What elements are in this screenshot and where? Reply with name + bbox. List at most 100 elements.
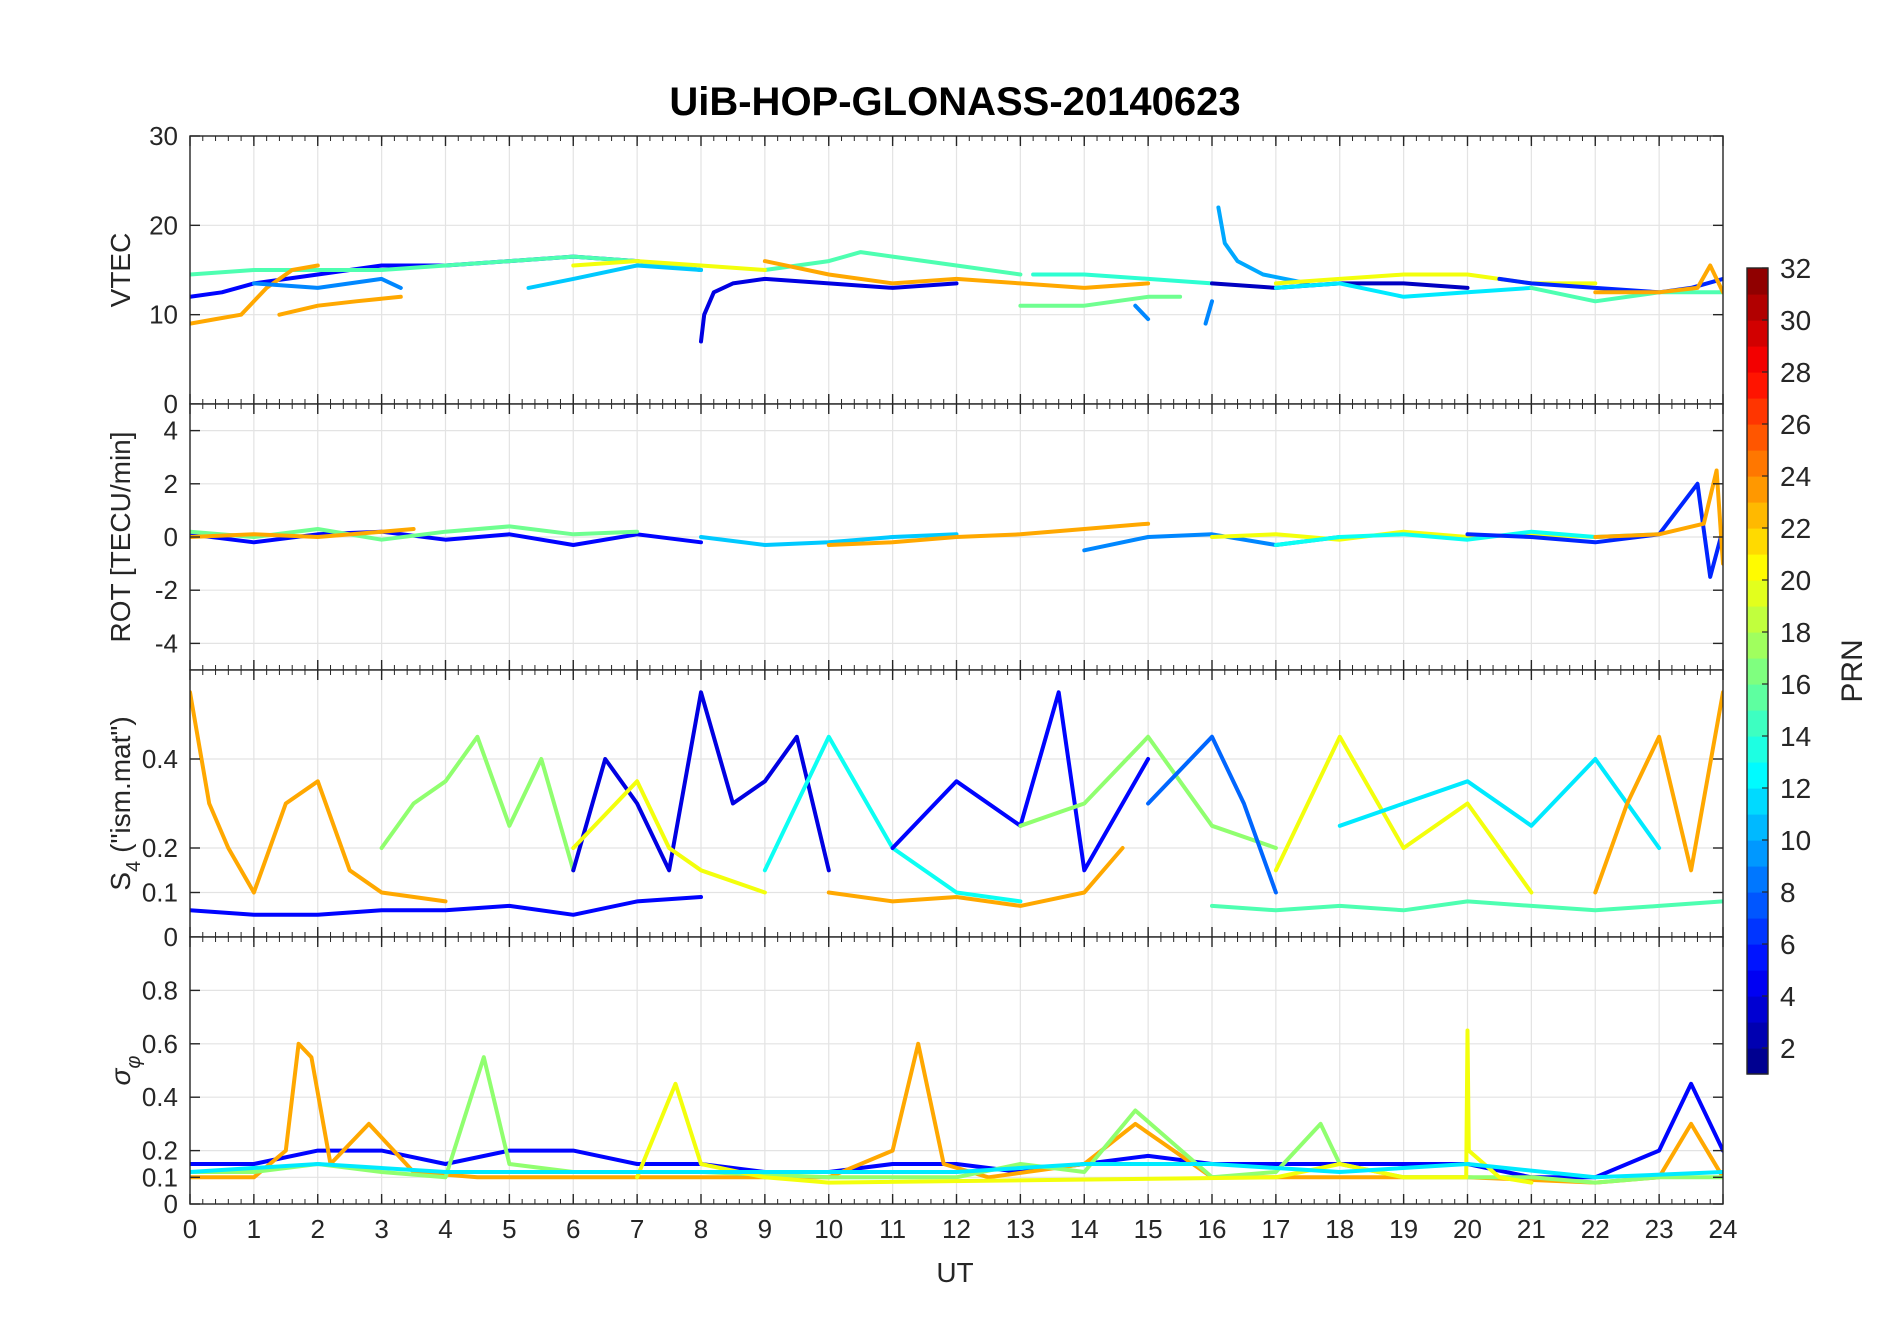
x-tick-label: 10 (814, 1214, 843, 1244)
colorbar-tick-label: 2 (1780, 1033, 1796, 1064)
x-tick-label: 7 (630, 1214, 644, 1244)
x-tick-label: 6 (566, 1214, 580, 1244)
colorbar-segment (1747, 398, 1768, 425)
series-group-s4 (190, 690, 1723, 917)
series-line-prn-15 (190, 254, 703, 277)
x-axis-label: UT (936, 1257, 973, 1288)
x-tick-label: 3 (374, 1214, 388, 1244)
y-tick-label: 10 (149, 300, 178, 330)
colorbar-segment (1747, 1022, 1768, 1049)
panel-sigma_phi: 00.10.20.40.60.80 1 2 3 4 5 6 7 8 9 10 11 12 13 14 15 16… (105, 936, 1737, 1244)
colorbar-segment (1747, 710, 1768, 737)
x-tick-label: 8 (694, 1214, 708, 1244)
colorbar-tick-label: 16 (1780, 669, 1811, 700)
series-line-prn-17 (1018, 734, 1278, 850)
panel-s4: 0 0.1 0.2 0.4 S4 ("ism.mat") (105, 669, 1724, 952)
series-line-prn-10 (1216, 205, 1310, 286)
colorbar-segment (1747, 658, 1768, 685)
series-line-prn-4 (571, 690, 831, 873)
colorbar-tick-label: 12 (1780, 773, 1811, 804)
series-line-prn-4 (699, 276, 959, 344)
series-line-prn-20 (635, 1028, 1534, 1185)
x-tick-label: 15 (1134, 1214, 1163, 1244)
colorbar-segment (1747, 528, 1768, 555)
y-tick-label: 0.6 (142, 1029, 178, 1059)
ylabel-subscript: φ (123, 1056, 145, 1069)
colorbar-segment (1747, 918, 1768, 945)
panel-vtec: 0 10 20 30 VTEC (105, 121, 1724, 419)
colorbar-segment (1747, 996, 1768, 1023)
x-tick-label: 1 (247, 1214, 261, 1244)
colorbar-segment (1747, 372, 1768, 399)
y-tick-label: 0.2 (142, 833, 178, 863)
y-axis-label-sigma_phi: σφ (105, 1056, 145, 1086)
y-tick-label: 0.8 (142, 975, 178, 1005)
y-tick-label: -4 (155, 628, 178, 658)
colorbar-segment (1747, 814, 1768, 841)
y-axis-label-vtec: VTEC (105, 233, 136, 308)
series-line-prn-15 (1529, 285, 1723, 304)
colorbar-segment (1747, 736, 1768, 763)
colorbar-segment (1747, 606, 1768, 633)
series-line-prn-23 (1593, 468, 1723, 566)
colorbar-segment (1747, 346, 1768, 373)
colorbar-tick-label: 30 (1780, 305, 1811, 336)
x-tick-label: 18 (1325, 1214, 1354, 1244)
x-tick-label: 0 (183, 1214, 197, 1244)
colorbar-segment (1747, 632, 1768, 659)
colorbar-tick-label: 22 (1780, 513, 1811, 544)
x-tick-label: 2 (311, 1214, 325, 1244)
x-tick-label: 20 (1453, 1214, 1482, 1244)
x-tick-label: 13 (1006, 1214, 1035, 1244)
series-line-prn-5 (890, 690, 1151, 873)
y-tick-label: 2 (164, 469, 178, 499)
series-line-prn-17 (379, 734, 576, 873)
colorbar-label: PRN (1836, 639, 1869, 702)
series-line-prn-23 (1593, 263, 1723, 295)
x-tick-label: 5 (502, 1214, 516, 1244)
series-line-prn-5 (190, 895, 703, 917)
colorbar-segment (1747, 554, 1768, 581)
colorbar-segment (1747, 502, 1768, 529)
colorbar-segment (1747, 476, 1768, 503)
colorbar-segment (1747, 840, 1768, 867)
series-line-prn-23 (826, 846, 1125, 908)
series-line-prn-5 (190, 529, 703, 547)
colorbar-segment (1747, 580, 1768, 607)
colorbar-segment (1747, 788, 1768, 815)
colorbar-segment (1747, 294, 1768, 321)
series-line-prn-12 (190, 1162, 1723, 1180)
colorbar-tick-label: 24 (1780, 461, 1811, 492)
series-line-prn-23 (762, 259, 1151, 290)
series-line-prn-20 (571, 779, 767, 895)
y-axis-label-s4: S4 ("ism.mat") (105, 716, 145, 890)
series-group-sigma_phi (190, 1028, 1723, 1185)
colorbar-segment (1747, 892, 1768, 919)
chart-title: UiB-HOP-GLONASS-20140623 (669, 80, 1240, 124)
y-tick-label: 0 (164, 389, 178, 419)
series-line-prn-23 (190, 263, 320, 326)
x-tick-label: 23 (1645, 1214, 1674, 1244)
colorbar-segment (1747, 684, 1768, 711)
colorbar-segment (1747, 320, 1768, 347)
series-line-prn-9 (251, 276, 403, 290)
series-line-prn-9 (1133, 303, 1151, 322)
y-tick-label: 0.1 (142, 878, 178, 908)
colorbar-tick-label: 20 (1780, 565, 1811, 596)
series-line-prn-23 (190, 527, 416, 539)
y-tick-label: 20 (149, 210, 178, 240)
colorbar-frame (1746, 267, 1769, 1075)
series-line-prn-16 (1018, 294, 1183, 308)
series-group-rot (190, 468, 1723, 579)
series-line-prn-9 (1203, 299, 1214, 326)
x-tick-label: 16 (1198, 1214, 1227, 1244)
colorbar-segment (1747, 424, 1768, 451)
y-tick-label: 0 (164, 922, 178, 952)
colorbar-tick-label: 4 (1780, 981, 1796, 1012)
colorbar-segment (1747, 450, 1768, 477)
y-tick-label: 0 (164, 1189, 178, 1219)
series-line-prn-23 (1593, 690, 1723, 895)
y-tick-label: -2 (155, 575, 178, 605)
